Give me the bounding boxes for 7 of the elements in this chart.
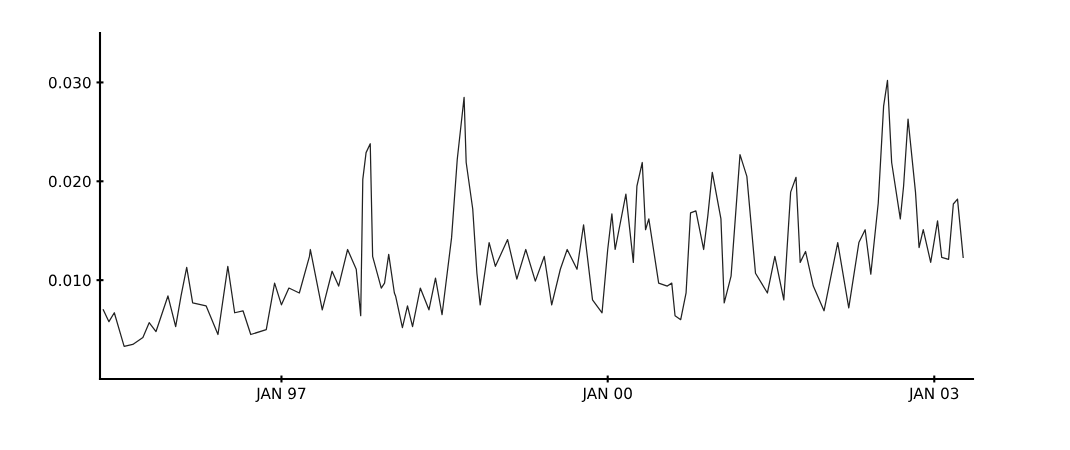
x-tick-label: JAN 03 xyxy=(908,387,959,402)
x-tick-label: JAN 97 xyxy=(255,387,306,402)
x-tick-label: JAN 00 xyxy=(581,387,632,402)
line-series xyxy=(102,79,964,348)
y-tick-label: 0.020 xyxy=(48,175,91,188)
y-tick-label: 0.030 xyxy=(48,76,91,89)
y-tick-label: 0.010 xyxy=(48,274,91,287)
